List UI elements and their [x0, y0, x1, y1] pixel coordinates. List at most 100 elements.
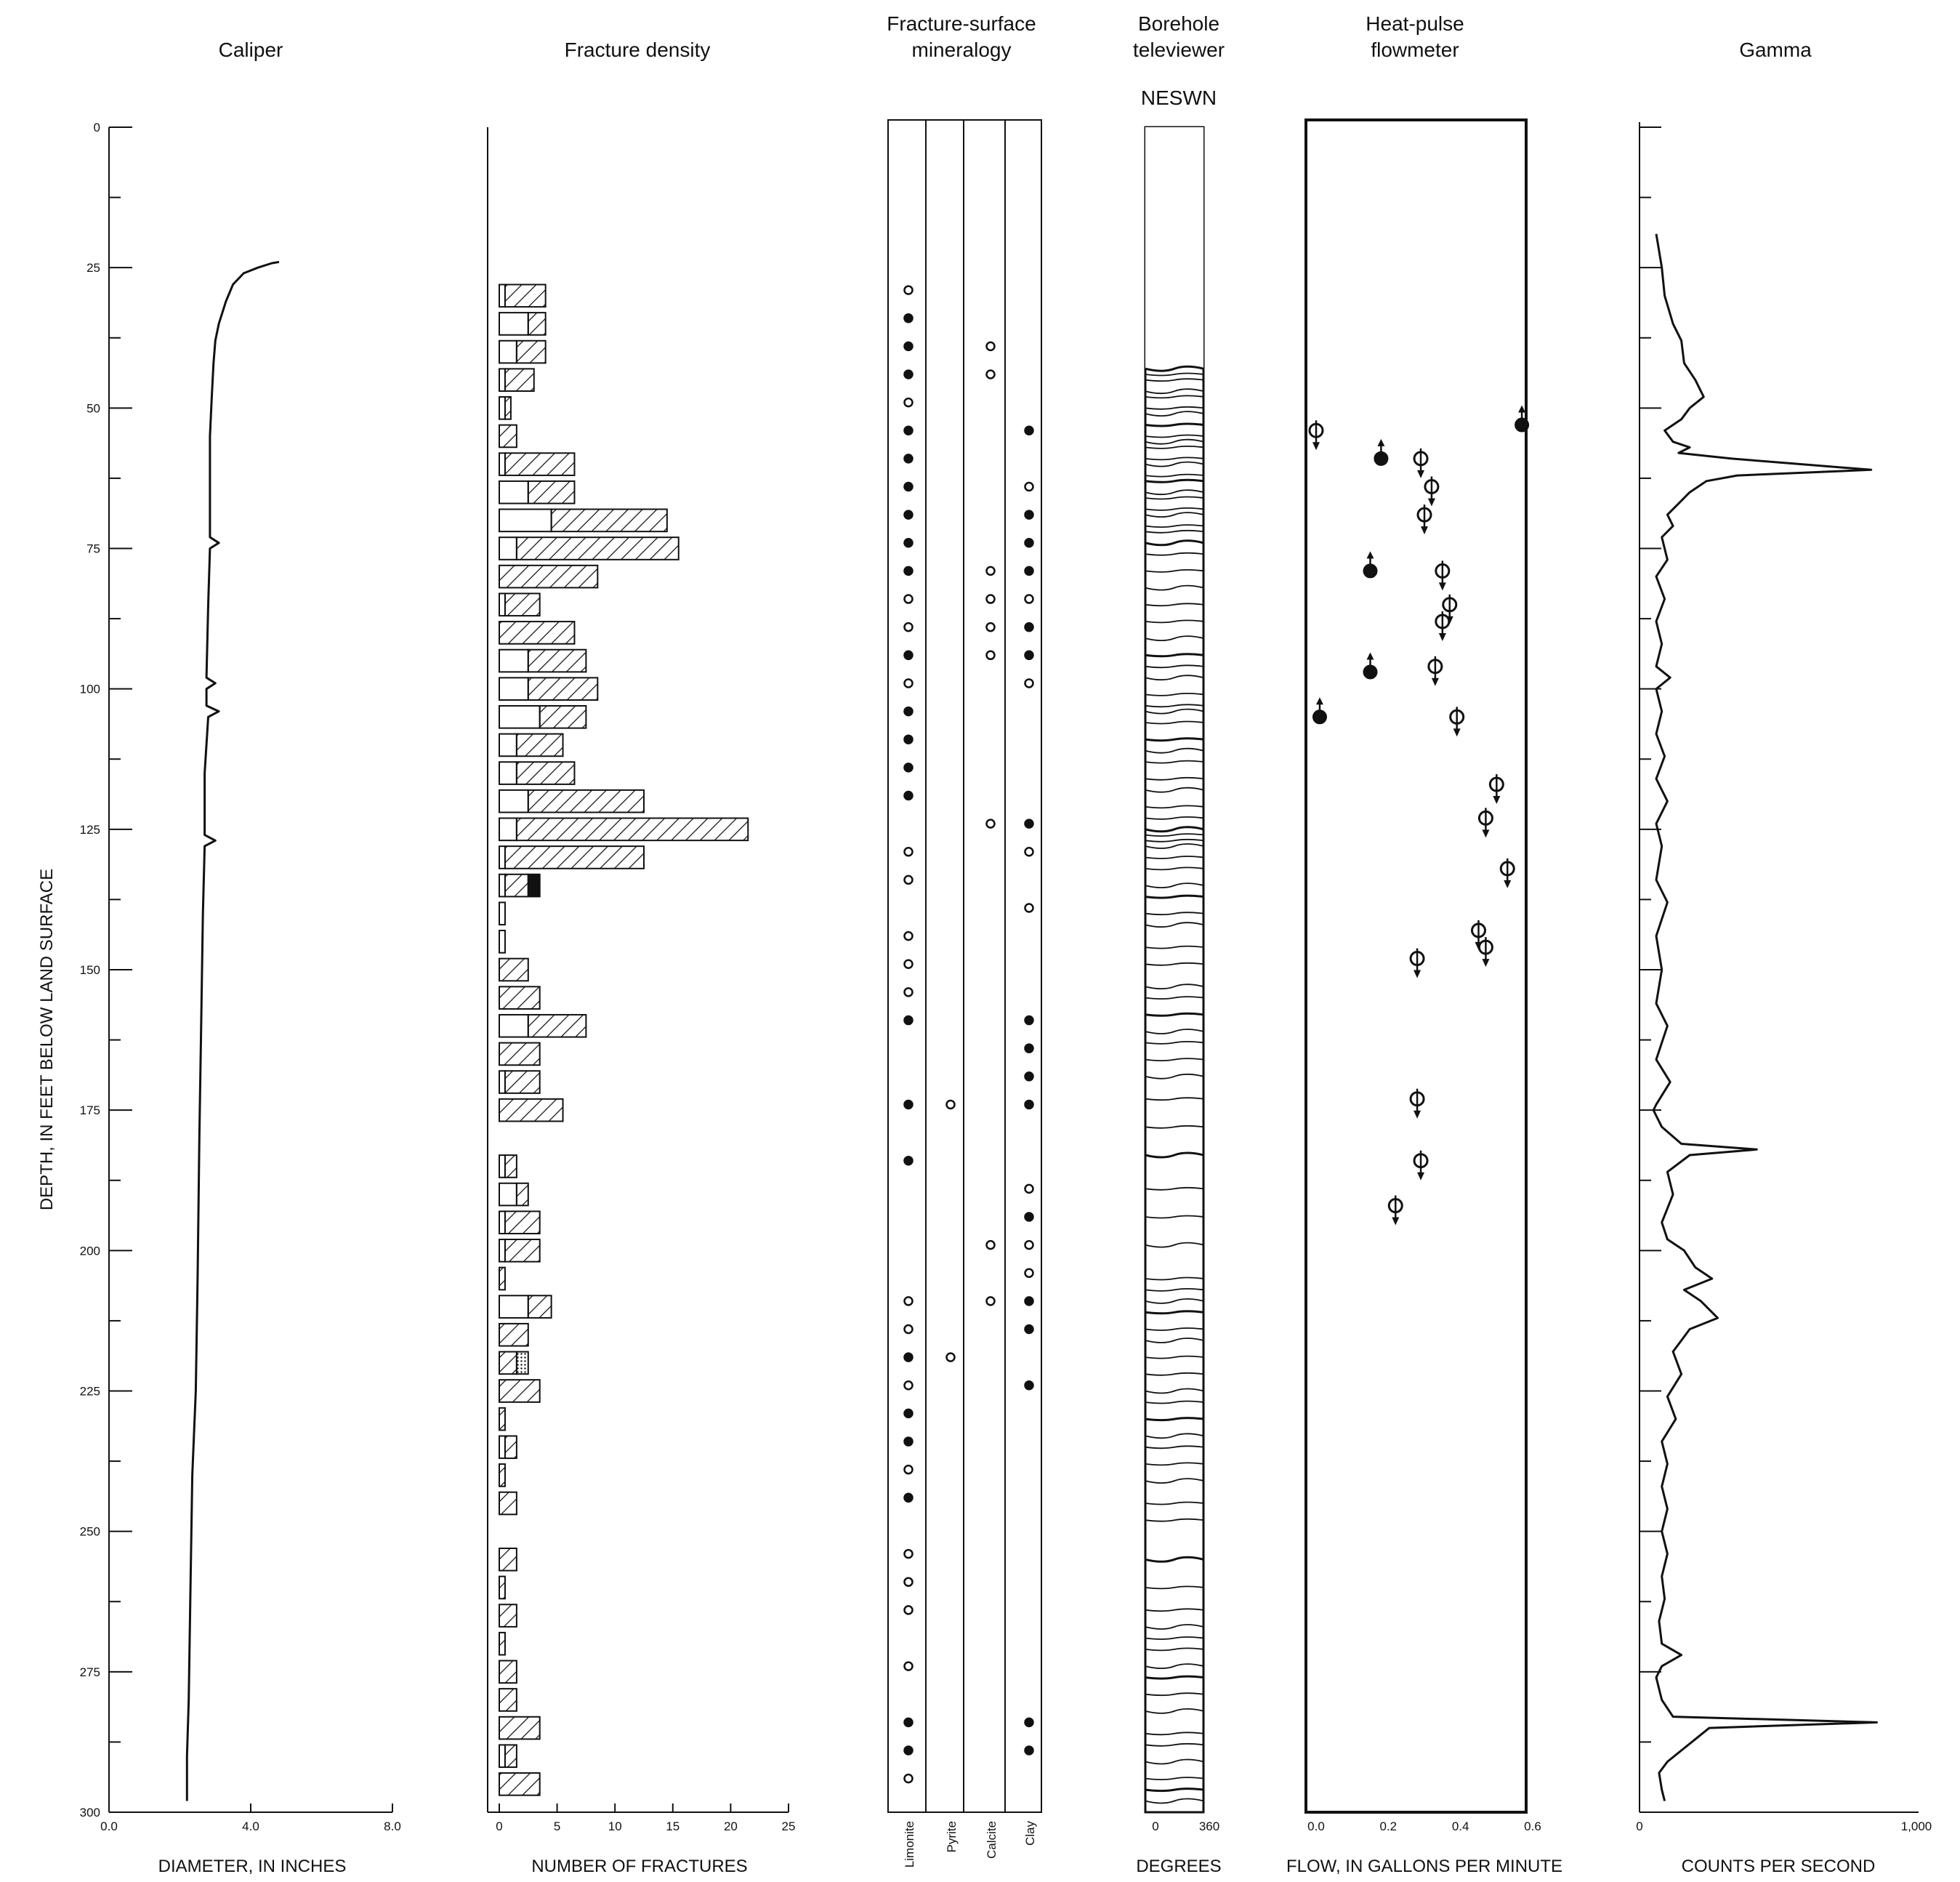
mineralogy-point-filled [1024, 566, 1034, 576]
televiewer-fracture [1145, 1310, 1204, 1315]
televiewer-fracture [1145, 1327, 1204, 1331]
mineralogy-point-filled [903, 1717, 914, 1728]
fracture-x-tick-label: 15 [666, 1819, 679, 1833]
televiewer-fracture [1145, 1758, 1204, 1765]
fracture-x-tick-label: 25 [782, 1819, 796, 1833]
televiewer-fracture [1145, 1242, 1204, 1248]
televiewer-fracture [1145, 1675, 1204, 1680]
depth-tick-label: 250 [80, 1525, 100, 1539]
flow-measurement [1449, 707, 1465, 737]
televiewer-fracture [1145, 1518, 1204, 1522]
televiewer-fracture [1145, 365, 1204, 372]
televiewer-fracture [1145, 1478, 1204, 1484]
televiewer-fracture [1145, 1400, 1204, 1404]
fracture-bar [499, 1266, 506, 1291]
fracture-bar [499, 1182, 529, 1207]
televiewer-fracture [1145, 1663, 1204, 1669]
televiewer-fracture [1145, 1501, 1204, 1505]
televiewer-fracture [1145, 1585, 1204, 1590]
mineralogy-point-filled [1024, 538, 1034, 548]
mineralogy-point-open [1024, 678, 1034, 688]
televiewer-fracture [1145, 826, 1204, 833]
televiewer-fracture [1145, 1798, 1204, 1804]
fracture-bar [499, 1013, 587, 1038]
flow-x-tick-label: 0.0 [1307, 1819, 1325, 1833]
mineralogy-point-filled [903, 790, 914, 801]
televiewer-fracture [1145, 584, 1204, 591]
televiewer-fracture [1145, 1742, 1204, 1747]
televiewer-fracture [1145, 512, 1204, 518]
televiewer-fracture [1145, 1097, 1204, 1101]
televiewer-fracture [1145, 1708, 1204, 1714]
mineralogy-point-filled [903, 734, 914, 744]
televiewer-fracture [1145, 747, 1204, 754]
fracture-bar [499, 957, 529, 982]
fracture-bar [499, 1716, 541, 1740]
televiewer-fracture [1145, 1732, 1204, 1736]
mineralogy-point-filled [903, 1492, 914, 1503]
televiewer-fracture [1145, 438, 1204, 445]
mineralogy-point-open [985, 1239, 996, 1250]
mineralogy-point-filled [903, 341, 914, 352]
flow-measurement [1515, 405, 1530, 433]
mineralogy-column-label: Limonite [903, 1821, 916, 1867]
mineralogy-point-open [945, 1099, 956, 1110]
mineralogy-point-open [1024, 903, 1034, 913]
televiewer-fracture [1145, 507, 1204, 511]
fracture-bar [499, 1688, 517, 1712]
televiewer-fracture [1145, 1276, 1204, 1281]
televiewer-fracture [1145, 1186, 1204, 1191]
televiewer-fracture [1145, 422, 1204, 427]
gamma-panel: Gamma 0 1,000 COUNTS PER SECOND [1636, 39, 1932, 1876]
fracture-bar [499, 1322, 529, 1347]
mineralogy-point-open [903, 846, 914, 857]
mineralogy-point-filled [1024, 425, 1034, 435]
fracture-bar [499, 424, 517, 449]
televiewer-fracture [1145, 760, 1204, 764]
televiewer-fracture [1145, 1624, 1204, 1630]
flow-measurement [1424, 476, 1440, 507]
mineralogy-point-filled [903, 313, 914, 323]
depth-tick-label: 125 [80, 823, 100, 837]
gamma-title: Gamma [1739, 39, 1812, 61]
televiewer-fracture [1145, 882, 1204, 888]
televiewer-fracture [1145, 720, 1204, 725]
televiewer-fracture [1145, 539, 1204, 547]
mineralogy-point-filled [903, 1015, 914, 1026]
televiewer-fracture [1145, 1692, 1204, 1697]
televiewer-fracture [1145, 569, 1204, 573]
flow-measurement [1308, 420, 1324, 451]
mineralogy-point-open [903, 1661, 914, 1671]
fracture-x-tick-label: 20 [724, 1819, 738, 1833]
mineralogy-point-filled [1024, 650, 1034, 661]
flow-measurement [1477, 808, 1493, 838]
televiewer-fracture [1145, 1215, 1204, 1219]
fracture-bar [499, 1547, 517, 1572]
televiewer-fracture [1145, 675, 1204, 681]
televiewer-fracture [1145, 524, 1204, 528]
televiewer-fracture [1145, 653, 1204, 658]
mineralogy-point-filled [903, 454, 914, 464]
depth-tick-label: 150 [80, 963, 100, 977]
flow-measurement [1499, 858, 1515, 888]
mineralogy-point-filled [903, 1352, 914, 1362]
fracture-bar [499, 1631, 506, 1656]
depth-tick-label: 0 [94, 121, 100, 134]
fracture-bar [499, 1042, 541, 1066]
televiewer-x-tick-label: 360 [1199, 1819, 1219, 1833]
fracture-bar [499, 761, 576, 785]
fracture-bar [499, 1351, 529, 1375]
mineralogy-point-filled [1024, 1380, 1034, 1391]
fracture-bar [499, 1744, 517, 1769]
fracture-density-x-title: NUMBER OF FRACTURES [531, 1857, 747, 1876]
flowmeter-frame [1304, 118, 1528, 1814]
depth-tick-label: 225 [80, 1385, 100, 1399]
mineralogy-point-open [903, 959, 914, 970]
mineralogy-point-open [903, 930, 914, 941]
mineralogy-point-filled [903, 1408, 914, 1419]
depth-tick-label: 300 [80, 1806, 100, 1819]
mineralogy-point-open [945, 1352, 956, 1362]
flowmeter-panel: Heat-pulse flowmeter 0.0 0.2 0.4 0.6 FLOW, … [1286, 12, 1562, 1876]
mineralogy-point-open [903, 678, 914, 688]
